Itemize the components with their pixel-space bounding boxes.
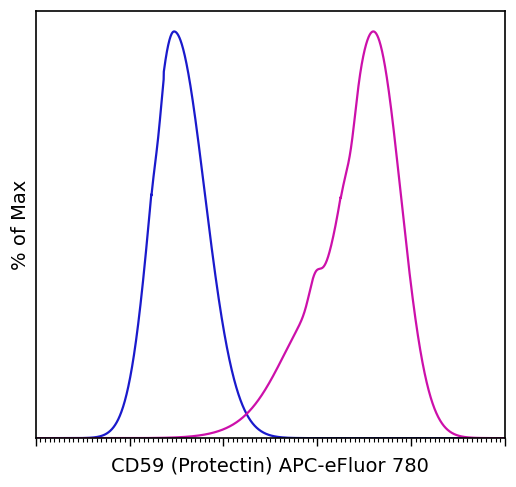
Y-axis label: % of Max: % of Max (11, 180, 30, 270)
X-axis label: CD59 (Protectin) APC-eFluor 780: CD59 (Protectin) APC-eFluor 780 (111, 457, 429, 476)
